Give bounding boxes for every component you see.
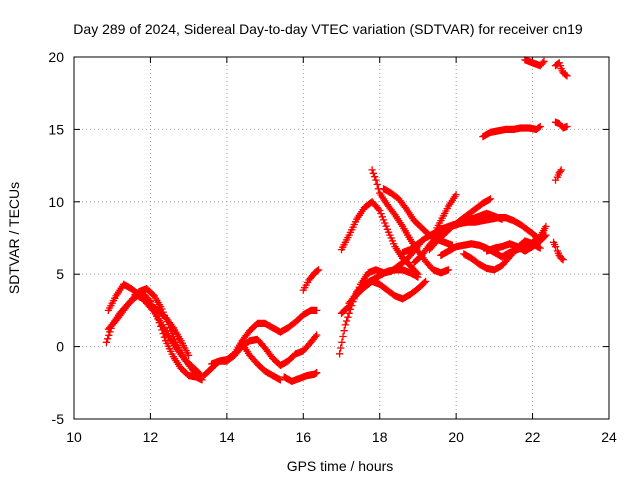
x-axis-label: GPS time / hours	[287, 458, 394, 474]
y-tick-label: -5	[52, 411, 65, 427]
y-tick-label: 20	[48, 49, 64, 65]
series-track-ac-points	[549, 238, 567, 264]
plot-frame	[73, 56, 610, 420]
series-track-z	[551, 59, 571, 80]
x-tick-labels: 10 12 14 16 18 20 22 24	[66, 429, 617, 445]
series-track-i-points	[299, 266, 323, 294]
series-track-y	[521, 56, 548, 70]
series-track-ac	[549, 238, 567, 264]
axis-ticks	[73, 56, 610, 420]
series-track-m	[345, 277, 430, 307]
x-tick-label: 10	[66, 429, 82, 445]
series-track-d	[131, 290, 193, 359]
series-track-ab	[551, 166, 565, 184]
series-track-x-points	[479, 122, 544, 141]
series-track-j-points	[335, 237, 426, 358]
y-axis-label: SDTVAR / TECUs	[6, 182, 22, 294]
series-track-g-points	[238, 340, 285, 384]
series-track-f-points	[207, 331, 321, 370]
y-tick-label: 0	[56, 339, 64, 355]
series-track-y-points	[521, 56, 548, 70]
series-track-aa	[551, 118, 571, 132]
x-tick-label: 16	[295, 429, 311, 445]
series-track-f	[207, 331, 321, 370]
series-track-i	[299, 266, 323, 294]
x-tick-label: 20	[448, 429, 464, 445]
series-track-z-points	[551, 59, 571, 80]
series-track-w	[498, 222, 550, 261]
grid	[74, 57, 609, 419]
series-track-c-points	[104, 285, 204, 381]
series-track-aa-points	[551, 118, 571, 132]
data-points	[102, 56, 571, 386]
series-track-x	[479, 122, 544, 141]
series-track-d-points	[131, 290, 193, 359]
series-track-w-points	[498, 222, 550, 261]
x-tick-label: 24	[601, 429, 617, 445]
series-track-g	[238, 340, 285, 384]
series-track-l	[337, 198, 422, 278]
series-track-m-points	[345, 277, 430, 307]
series-track-l-points	[337, 198, 422, 278]
x-tick-label: 22	[525, 429, 541, 445]
y-tick-label: 10	[48, 194, 64, 210]
series-track-c	[104, 285, 204, 381]
series-track-j	[335, 237, 426, 358]
chart-title: Day 289 of 2024, Sidereal Day-to-day VTE…	[73, 21, 583, 37]
y-tick-labels: -5 0 5 10 15 20	[48, 49, 64, 427]
series-track-r	[425, 195, 495, 254]
series-track-s-points	[433, 190, 460, 232]
x-tick-label: 12	[143, 429, 159, 445]
series-track-h	[280, 369, 321, 386]
y-tick-label: 5	[56, 266, 64, 282]
series-track-r-points	[425, 195, 495, 254]
series-track-s	[433, 190, 460, 232]
series-track-h-points	[280, 369, 321, 386]
x-tick-label: 18	[372, 429, 388, 445]
series-track-ab-points	[551, 166, 565, 184]
y-tick-label: 15	[48, 121, 64, 137]
x-tick-label: 14	[219, 429, 235, 445]
